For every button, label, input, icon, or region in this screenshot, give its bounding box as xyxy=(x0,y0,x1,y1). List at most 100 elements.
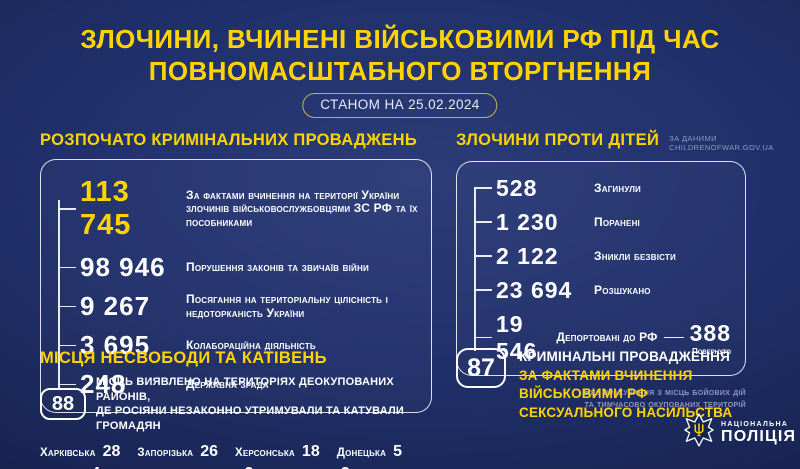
region-value: 5 xyxy=(393,443,403,460)
police-logo-text: НАЦІОНАЛЬНА ПОЛІЦІЯ xyxy=(721,421,796,445)
sexual-violence-count-badge: 87 xyxy=(456,348,506,388)
data-source-line2: CHILDRENOFWAR.GOV.UA xyxy=(669,143,774,152)
bracket-line xyxy=(474,188,476,351)
region-name: Херсонська xyxy=(235,447,295,459)
page-title-line1: ЗЛОЧИНИ, ВЧИНЕНІ ВІЙСЬКОВИМИ РФ ПІД ЧАС xyxy=(80,24,720,54)
stat-value: 113 745 xyxy=(80,176,132,241)
detention-heading: МІСЦЯ НЕСВОБОДИ ТА КАТІВЕНЬ xyxy=(40,349,327,367)
region-value: 3 xyxy=(341,465,350,469)
stat-label: Розшукано xyxy=(594,282,651,297)
bracket-tick xyxy=(474,187,492,189)
proceedings-heading: РОЗПОЧАТО КРИМІНАЛЬНИХ ПРОВАДЖЕНЬ xyxy=(40,131,417,149)
region-stat: Запорізька 26 xyxy=(137,443,218,461)
stat-value: 528 xyxy=(496,174,538,201)
children-heading-row: ЗЛОЧИНИ ПРОТИ ДІТЕЙ ЗА ДАНИМИ CHILDRENOF… xyxy=(456,131,796,152)
stat-label: Порушення законів та звичаїв війни xyxy=(186,259,369,274)
sexual-violence-line1: КРИМІНАЛЬНІ ПРОВАДЖЕННЯ xyxy=(519,349,731,364)
section-proceedings: РОЗПОЧАТО КРИМІНАЛЬНИХ ПРОВАДЖЕНЬ 113 74… xyxy=(40,131,432,413)
stat-label: Поранені xyxy=(594,214,640,229)
bracket-tick xyxy=(474,221,492,223)
connector-dash xyxy=(663,336,684,339)
region-name: Запорізька xyxy=(137,447,194,459)
stat-label: Загинули xyxy=(594,180,641,195)
sexual-violence-text: КРИМІНАЛЬНІ ПРОВАДЖЕННЯ ЗА ФАКТАМИ ВЧИНЕ… xyxy=(519,348,732,422)
stat-label: Державна зрада xyxy=(186,376,269,391)
stat-row: 113 745 За фактами вчинення на території… xyxy=(58,170,419,248)
police-badge-icon xyxy=(684,413,714,452)
bracket-tick xyxy=(58,305,76,308)
bracket-tick xyxy=(58,208,76,210)
returned-label: Повернуто xyxy=(691,346,731,356)
stat-label: Депортовані до РФ xyxy=(556,330,658,344)
section-detention-places: МІСЦЯ НЕСВОБОДИ ТА КАТІВЕНЬ 88 МІСЦЬ ВИЯ… xyxy=(40,349,445,469)
children-footnote-line2: та тимчасово окупованих територій xyxy=(584,398,746,410)
stat-row: 23 694 Розшукано xyxy=(474,273,731,307)
stat-row: 98 946 Порушення законів та звичаїв війн… xyxy=(58,248,419,287)
detention-count-badge: 88 xyxy=(40,388,86,420)
stat-value: 23 694 xyxy=(496,276,573,303)
stat-row: 1 230 Поранені xyxy=(474,205,731,239)
region-value: 26 xyxy=(200,443,218,460)
police-logo-line1: НАЦІОНАЛЬНА xyxy=(721,420,789,428)
stat-label: Посягання на територіальну цілісність і … xyxy=(186,292,389,320)
region-stat: Сумська, Миколаївська 2 xyxy=(117,465,253,469)
stat-row: 528 Загинули xyxy=(474,171,731,205)
region-value: 18 xyxy=(301,443,320,460)
stat-label: За фактами вчинення на території України… xyxy=(186,187,418,229)
proceedings-box: 113 745 За фактами вчинення на території… xyxy=(40,159,432,413)
detention-description-line2: ДЕ РОСІЯНИ НЕЗАКОННО УТРИМУВАЛИ ТА КАТУВ… xyxy=(96,405,405,432)
region-value: 2 xyxy=(244,465,253,469)
region-stats: Харківська 28 Запорізька 26 Херсонська 1… xyxy=(40,443,445,469)
region-name: Харківська xyxy=(40,447,96,459)
bracket-tick xyxy=(58,344,76,347)
stat-row: 3 695 Колабораційна діяльність xyxy=(58,326,419,365)
section-sexual-violence: 87 КРИМІНАЛЬНІ ПРОВАДЖЕННЯ ЗА ФАКТАМИ ВЧ… xyxy=(456,348,796,422)
children-footnote: Без врахування з місць бойових дій та ти… xyxy=(456,387,746,410)
bracket-tick xyxy=(58,266,76,269)
detention-description-line1: МІСЦЬ ВИЯВЛЕНО НА ТЕРИТОРІЯХ ДЕОКУПОВАНИ… xyxy=(96,376,394,403)
national-police-logo: НАЦІОНАЛЬНА ПОЛІЦІЯ xyxy=(684,413,796,452)
bracket-tick xyxy=(474,289,492,291)
region-row: Харківська 28 Запорізька 26 Херсонська 1… xyxy=(40,443,445,461)
stat-row: 19 546 Депортовані до РФ 388 Повернуто xyxy=(474,307,731,368)
region-row: Київська 4 Сумська, Миколаївська 2 Черні… xyxy=(40,465,445,469)
sexual-violence-line3: ВІЙСЬКОВИМИ РФ xyxy=(519,386,648,401)
children-box: 528 Загинули 1 230 Поранені 2 122 Зникли… xyxy=(456,161,746,376)
stat-value: 98 946 xyxy=(80,252,166,282)
page-title-line2: ПОВНОМАСШТАБНОГО ВТОРГНЕННЯ xyxy=(148,56,652,86)
stat-value: 248 xyxy=(80,369,127,399)
bracket-line xyxy=(58,200,60,388)
data-source-line1: ЗА ДАНИМИ xyxy=(669,134,717,143)
region-value: 28 xyxy=(102,443,121,460)
bracket-tick xyxy=(474,336,492,339)
stat-value: 2 122 xyxy=(496,242,559,269)
region-name: Донецька xyxy=(336,447,387,459)
children-footnote-line1: Без врахування з місць бойових дій xyxy=(583,387,746,398)
bracket-tick xyxy=(474,255,492,257)
stat-value: 1 230 xyxy=(496,208,559,235)
returned-value: 388 xyxy=(689,319,731,346)
stat-row: 248 Державна зрада xyxy=(58,365,419,404)
returned-stat: 388 Повернуто xyxy=(690,320,731,356)
region-value: 4 xyxy=(91,465,100,469)
region-stat: Чернігівська 3 xyxy=(270,465,350,469)
section-children-crimes: ЗЛОЧИНИ ПРОТИ ДІТЕЙ ЗА ДАНИМИ CHILDRENOF… xyxy=(456,131,796,410)
region-stat: Київська 4 xyxy=(40,465,100,469)
data-source-note: ЗА ДАНИМИ CHILDRENOFWAR.GOV.UA xyxy=(669,131,774,152)
region-stat: Донецька 5 xyxy=(337,443,402,461)
page-title: ЗЛОЧИНИ, ВЧИНЕНІ ВІЙСЬКОВИМИ РФ ПІД ЧАС … xyxy=(0,23,800,87)
stat-row: 2 122 Зникли безвісти xyxy=(474,239,731,273)
region-stat: Харківська 28 xyxy=(40,443,120,461)
stat-value: 3 695 xyxy=(80,330,151,360)
detention-description: МІСЦЬ ВИЯВЛЕНО НА ТЕРИТОРІЯХ ДЕОКУПОВАНИ… xyxy=(96,375,445,433)
stat-value: 9 267 xyxy=(80,291,151,321)
sexual-violence-line2: ЗА ФАКТАМИ ВЧИНЕННЯ xyxy=(519,367,693,383)
date-badge: СТАНОМ НА 25.02.2024 xyxy=(302,93,498,118)
police-logo-line2: ПОЛІЦІЯ xyxy=(721,427,797,445)
children-heading: ЗЛОЧИНИ ПРОТИ ДІТЕЙ xyxy=(456,131,660,149)
stat-label: Колабораційна діяльність xyxy=(186,337,316,352)
sexual-violence-line4: СЕКСУАЛЬНОГО НАСИЛЬСТВА xyxy=(519,404,733,420)
stat-row: 9 267 Посягання на територіальну цілісні… xyxy=(58,287,419,326)
stat-label: Зникли безвісти xyxy=(594,248,676,263)
